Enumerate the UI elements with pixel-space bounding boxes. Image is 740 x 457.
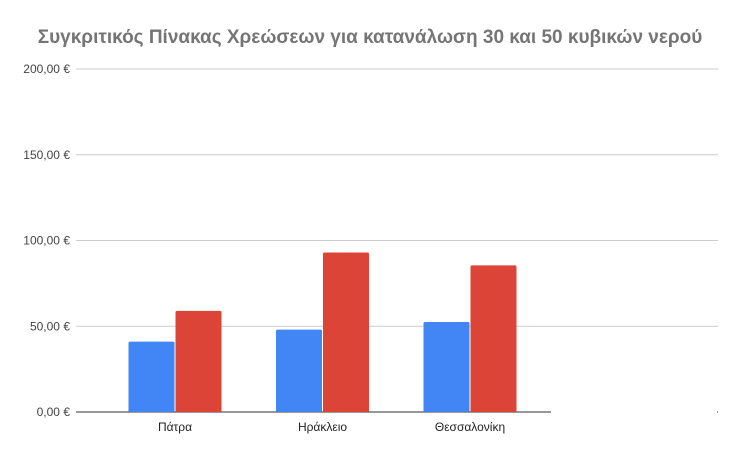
y-axis-ticks: 0,00 € 50,00 € 100,00 € 150,00 € 200,00 € (23, 62, 70, 419)
chart-title: Συγκριτικός Πίνακας Χρεώσεων για κατανάλ… (38, 27, 703, 48)
x-tick-label: Θεσσαλονίκη (435, 420, 505, 434)
bar (423, 321, 470, 412)
bar (470, 265, 517, 412)
y-tick-label: 0,00 € (37, 405, 71, 419)
bar (175, 310, 222, 412)
bars (128, 252, 517, 412)
bar (323, 252, 369, 412)
x-tick-label: Πάτρα (158, 420, 192, 434)
y-tick-label: 150,00 € (23, 148, 70, 162)
bar (128, 341, 175, 412)
y-tick-label: 50,00 € (30, 319, 70, 333)
y-tick-label: 100,00 € (23, 234, 70, 248)
bar (276, 329, 322, 412)
x-tick-label: Ηράκλειο (298, 420, 347, 434)
y-tick-label: 200,00 € (23, 62, 70, 76)
x-axis-ticks: Πάτρα Ηράκλειο Θεσσαλονίκη (158, 420, 505, 434)
